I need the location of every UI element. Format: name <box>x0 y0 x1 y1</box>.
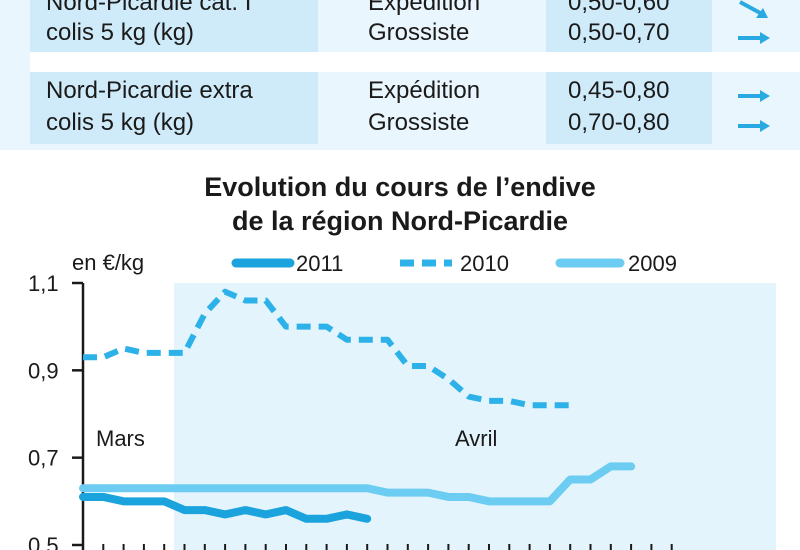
product-band <box>30 72 318 144</box>
product-name: Nord-Picardie cat. I <box>46 0 252 16</box>
y-tick-label: 0,5 <box>28 533 59 550</box>
period-label: Mars <box>96 426 145 451</box>
legend-label: 2009 <box>628 251 677 276</box>
market-stage: Expédition <box>368 0 481 16</box>
price-range: 0,50-0,60 <box>568 0 670 16</box>
period-labels: Mars Avril <box>96 426 497 451</box>
price-range: 0,70-0,80 <box>568 109 670 136</box>
product-package: colis 5 kg (kg) <box>46 19 195 46</box>
legend-label: 2011 <box>296 251 343 276</box>
period-label: Avril <box>455 426 497 451</box>
right-arrow-icon <box>738 120 770 132</box>
y-axis: 0,5 0,7 0,9 1,1 <box>28 271 85 550</box>
legend-label: 2010 <box>460 251 509 276</box>
series-line-2011 <box>79 492 372 523</box>
price-band <box>546 0 712 144</box>
series-line-2010 <box>83 288 571 409</box>
market-stage: Expédition <box>368 77 481 104</box>
legend: 2011 2010 2009 <box>231 251 677 276</box>
y-tick-label: 0,7 <box>28 446 59 471</box>
y-tick-label: 1,1 <box>28 271 59 296</box>
market-stage: Grossiste <box>368 109 470 136</box>
chart-title-line: Evolution du cours de l’endive <box>204 172 596 202</box>
product-package: colis 5 kg (kg) <box>46 109 195 136</box>
price-table: Nord-Picardie cat. I colis 5 kg (kg) Exp… <box>0 0 800 150</box>
right-arrow-icon <box>738 32 770 44</box>
series-lines <box>79 288 636 523</box>
april-shading <box>174 283 776 550</box>
row-separator <box>30 52 800 72</box>
down-right-arrow-icon <box>739 0 768 18</box>
y-tick-label: 0,9 <box>28 358 59 383</box>
right-arrow-icon <box>738 90 770 102</box>
series-line-2009 <box>79 462 636 506</box>
chart-title-line: de la région Nord-Picardie <box>231 206 569 236</box>
x-axis <box>82 544 673 550</box>
price-range: 0,50-0,70 <box>568 19 670 46</box>
chart-title: Evolution du cours de l’endive de la rég… <box>0 170 800 238</box>
product-name: Nord-Picardie extra <box>46 77 253 104</box>
market-stage: Grossiste <box>368 19 470 46</box>
y-axis-label: en €/kg <box>72 250 144 275</box>
price-range: 0,45-0,80 <box>568 77 670 104</box>
product-band <box>30 0 318 52</box>
